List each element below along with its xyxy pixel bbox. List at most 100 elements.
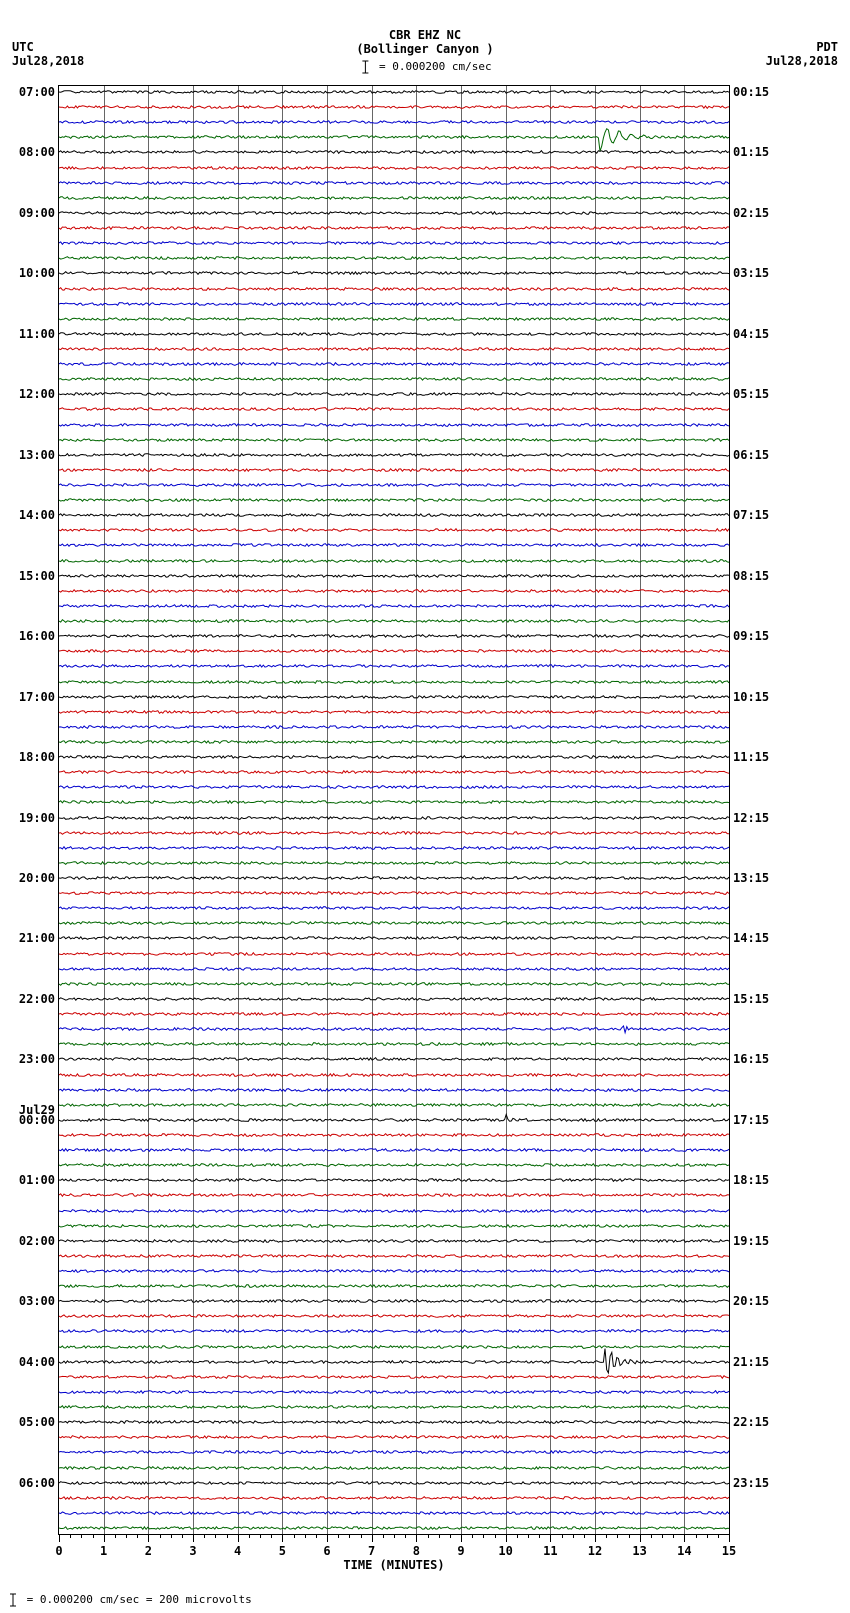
- x-tick-major: [416, 1534, 417, 1542]
- utc-time-label: 21:00: [19, 931, 55, 945]
- x-tick-major: [461, 1534, 462, 1542]
- utc-time-label: 11:00: [19, 327, 55, 341]
- utc-time-label: 05:00: [19, 1415, 55, 1429]
- x-tick-minor: [405, 1534, 406, 1538]
- x-tick-minor: [93, 1534, 94, 1538]
- utc-time-label: 16:00: [19, 629, 55, 643]
- x-tick-label: 9: [457, 1544, 464, 1558]
- x-tick-minor: [483, 1534, 484, 1538]
- utc-time-label: 02:00: [19, 1234, 55, 1248]
- x-tick-minor: [137, 1534, 138, 1538]
- x-tick-minor: [528, 1534, 529, 1538]
- x-tick-major: [684, 1534, 685, 1542]
- x-tick-major: [238, 1534, 239, 1542]
- x-tick-label: 3: [189, 1544, 196, 1558]
- x-tick-major: [193, 1534, 194, 1542]
- right-timezone: PDT: [816, 40, 838, 54]
- utc-time-label: 14:00: [19, 508, 55, 522]
- x-tick-label: 12: [588, 1544, 602, 1558]
- x-tick-label: 13: [632, 1544, 646, 1558]
- utc-time-label: 15:00: [19, 569, 55, 583]
- x-tick-label: 2: [145, 1544, 152, 1558]
- x-tick-minor: [428, 1534, 429, 1538]
- x-tick-major: [59, 1534, 60, 1542]
- x-tick-major: [282, 1534, 283, 1542]
- x-tick-minor: [126, 1534, 127, 1538]
- x-tick-label: 7: [368, 1544, 375, 1558]
- x-tick-minor: [316, 1534, 317, 1538]
- utc-time-label: 00:00: [19, 1113, 55, 1127]
- x-tick-minor: [383, 1534, 384, 1538]
- utc-time-label: 08:00: [19, 145, 55, 159]
- x-tick-label: 11: [543, 1544, 557, 1558]
- utc-time-label: 10:00: [19, 266, 55, 280]
- x-tick-minor: [606, 1534, 607, 1538]
- pdt-time-label: 15:15: [733, 992, 769, 1006]
- x-tick-minor: [539, 1534, 540, 1538]
- pdt-time-label: 11:15: [733, 750, 769, 764]
- x-tick-minor: [696, 1534, 697, 1538]
- x-tick-minor: [707, 1534, 708, 1538]
- x-tick-label: 15: [722, 1544, 736, 1558]
- pdt-time-label: 08:15: [733, 569, 769, 583]
- pdt-time-label: 06:15: [733, 448, 769, 462]
- station-code: CBR EHZ NC: [0, 28, 850, 42]
- x-tick-minor: [394, 1534, 395, 1538]
- x-tick-minor: [260, 1534, 261, 1538]
- pdt-time-label: 01:15: [733, 145, 769, 159]
- x-tick-minor: [349, 1534, 350, 1538]
- utc-time-label: 18:00: [19, 750, 55, 764]
- x-tick-minor: [249, 1534, 250, 1538]
- pdt-time-label: 03:15: [733, 266, 769, 280]
- utc-time-label: 12:00: [19, 387, 55, 401]
- utc-time-label: 13:00: [19, 448, 55, 462]
- pdt-time-label: 13:15: [733, 871, 769, 885]
- x-tick-label: 6: [323, 1544, 330, 1558]
- x-tick-minor: [81, 1534, 82, 1538]
- x-tick-minor: [171, 1534, 172, 1538]
- x-tick-major: [327, 1534, 328, 1542]
- x-tick-minor: [227, 1534, 228, 1538]
- utc-time-label: 03:00: [19, 1294, 55, 1308]
- x-tick-minor: [160, 1534, 161, 1538]
- pdt-time-label: 02:15: [733, 206, 769, 220]
- x-tick-minor: [662, 1534, 663, 1538]
- left-timezone: UTC: [12, 40, 34, 54]
- x-tick-label: 10: [498, 1544, 512, 1558]
- x-tick-minor: [361, 1534, 362, 1538]
- utc-time-label: 23:00: [19, 1052, 55, 1066]
- x-tick-minor: [450, 1534, 451, 1538]
- pdt-time-label: 00:15: [733, 85, 769, 99]
- utc-time-label: 17:00: [19, 690, 55, 704]
- x-tick-minor: [495, 1534, 496, 1538]
- x-tick-minor: [562, 1534, 563, 1538]
- x-tick-minor: [439, 1534, 440, 1538]
- x-tick-minor: [629, 1534, 630, 1538]
- pdt-time-label: 05:15: [733, 387, 769, 401]
- x-tick-label: 1: [100, 1544, 107, 1558]
- utc-time-label: 07:00: [19, 85, 55, 99]
- x-axis: 0123456789101112131415TIME (MINUTES): [59, 1534, 729, 1574]
- utc-time-label: 04:00: [19, 1355, 55, 1369]
- x-tick-minor: [215, 1534, 216, 1538]
- x-tick-minor: [472, 1534, 473, 1538]
- x-tick-minor: [584, 1534, 585, 1538]
- pdt-time-label: 04:15: [733, 327, 769, 341]
- x-tick-major: [729, 1534, 730, 1542]
- station-name: (Bollinger Canyon ): [0, 42, 850, 56]
- x-tick-major: [640, 1534, 641, 1542]
- pdt-time-label: 20:15: [733, 1294, 769, 1308]
- x-tick-minor: [182, 1534, 183, 1538]
- x-tick-minor: [573, 1534, 574, 1538]
- utc-time-label: 06:00: [19, 1476, 55, 1490]
- pdt-time-label: 10:15: [733, 690, 769, 704]
- pdt-time-label: 14:15: [733, 931, 769, 945]
- x-tick-minor: [651, 1534, 652, 1538]
- utc-time-label: 01:00: [19, 1173, 55, 1187]
- utc-time-label: 22:00: [19, 992, 55, 1006]
- pdt-time-label: 18:15: [733, 1173, 769, 1187]
- pdt-time-label: 21:15: [733, 1355, 769, 1369]
- x-tick-major: [506, 1534, 507, 1542]
- x-tick-minor: [115, 1534, 116, 1538]
- x-tick-minor: [294, 1534, 295, 1538]
